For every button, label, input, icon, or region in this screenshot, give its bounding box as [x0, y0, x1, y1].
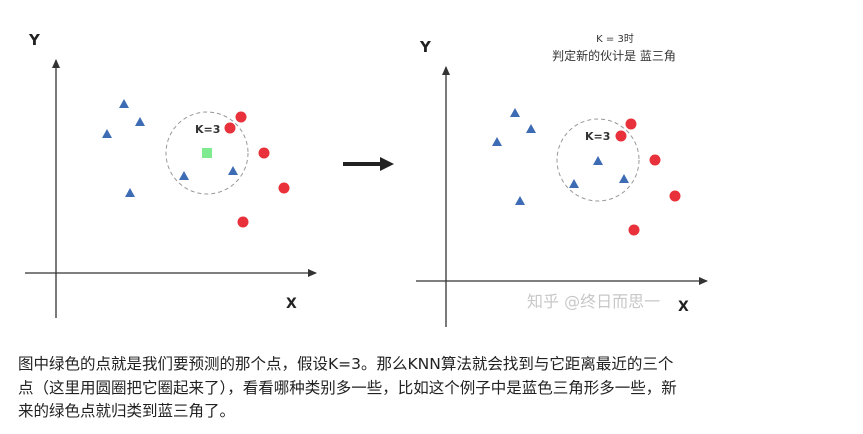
paragraph-line: 图中绿色的点就是我们要预测的那个点，假设K=3。那么KNN算法就会找到与它距离最…	[18, 355, 674, 373]
k-neighborhood-circle	[165, 111, 249, 195]
y-axis-label: Y	[28, 31, 41, 49]
paragraph-line: 来的绿色点就归类到蓝三角了。	[18, 402, 236, 420]
y-axis-label: Y	[419, 38, 432, 56]
x-axis-label: X	[678, 299, 689, 315]
red-circles	[224, 111, 290, 228]
transition-arrow	[343, 157, 394, 171]
title-line-2: 判定新的伙计是 蓝三角	[552, 48, 676, 63]
x-axis-label: X	[286, 296, 297, 312]
blue-triangles	[102, 99, 238, 197]
red-circles	[615, 118, 681, 236]
k-label: K=3	[195, 123, 220, 136]
left-diagram: Y X K=3	[25, 31, 317, 318]
right-diagram: Y X K = 3时 判定新的伙计是 蓝三角 K=3 知乎 @终日而思一	[416, 33, 708, 327]
k-label: K=3	[585, 130, 610, 143]
k-neighborhood-circle	[556, 118, 640, 202]
paragraph-line: 点（这里用圆圈把它圈起来了），看看哪种类别多一些，比如这个例子中是蓝色三角形多一…	[18, 378, 677, 397]
description-paragraph: 图中绿色的点就是我们要预测的那个点，假设K=3。那么KNN算法就会找到与它距离最…	[18, 353, 677, 424]
watermark: 知乎 @终日而思一	[527, 292, 660, 311]
blue-triangles	[492, 108, 629, 205]
new-green-point	[202, 148, 212, 158]
title-line-1: K = 3时	[596, 33, 634, 45]
